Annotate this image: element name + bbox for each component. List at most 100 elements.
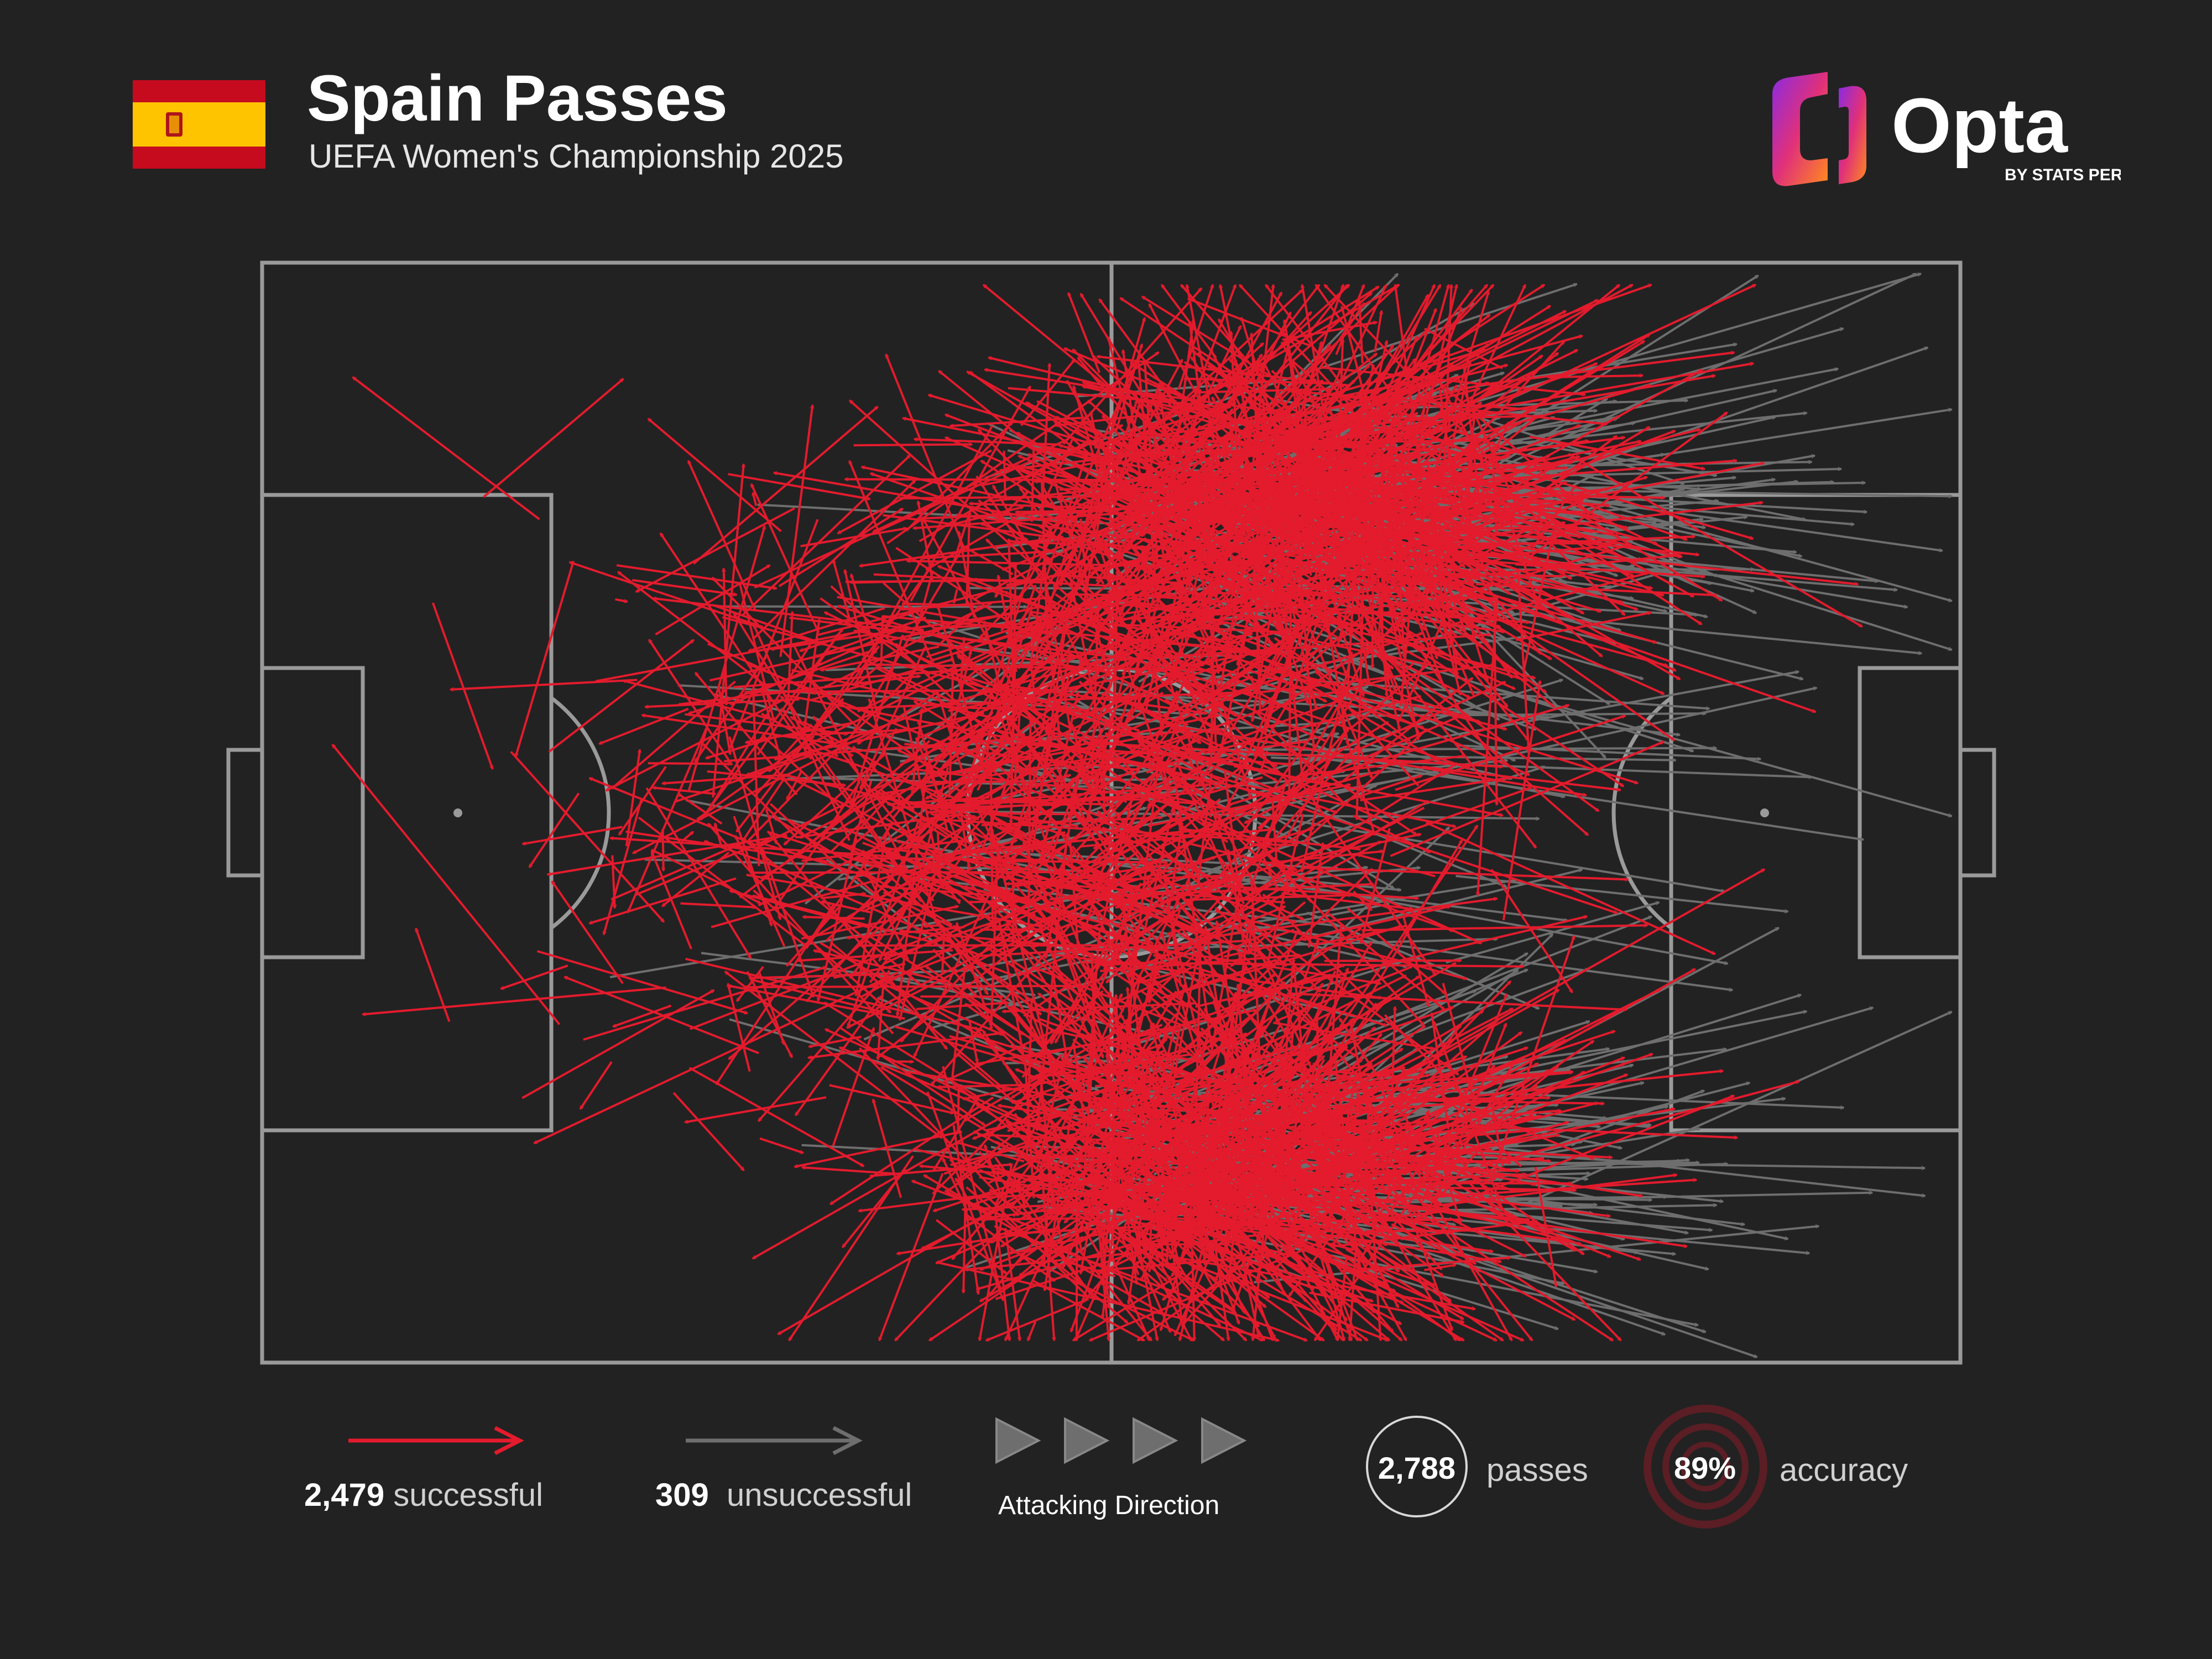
successful-pass xyxy=(759,1137,804,1154)
successful-pass xyxy=(1030,447,1034,522)
successful-pass xyxy=(623,680,769,720)
successful-pass xyxy=(1082,1029,1095,1192)
successful-pass xyxy=(672,1092,745,1171)
successful-pass xyxy=(818,838,858,1001)
successful-pass xyxy=(1357,854,1436,878)
successful-pass xyxy=(1301,867,1629,879)
successful-pass xyxy=(1112,1094,1114,1230)
successful-pass xyxy=(853,445,972,447)
successful-pass xyxy=(618,571,768,687)
successful-pass xyxy=(1432,1021,1503,1208)
successful-pass xyxy=(615,598,627,602)
successful-pass xyxy=(589,777,757,847)
successful-pass xyxy=(604,797,643,935)
successful-pass xyxy=(659,533,812,760)
successful-pass xyxy=(516,561,575,757)
successful-pass xyxy=(653,787,716,795)
successful-pass xyxy=(362,986,666,1015)
successful-pass xyxy=(1270,487,1303,780)
successful-pass xyxy=(450,679,638,690)
successful-pass xyxy=(942,1158,968,1212)
unsuccessful-pass xyxy=(609,898,1081,978)
successful-pass xyxy=(798,949,953,961)
unsuccessful-pass xyxy=(1254,1226,1819,1284)
unsuccessful-pass xyxy=(1455,875,1788,911)
unsuccessful-pass xyxy=(1490,686,1952,816)
unsuccessful-count: 309 xyxy=(655,1477,709,1513)
successful-pass xyxy=(613,1004,672,1028)
pitch-lines xyxy=(226,260,1996,1365)
successful-pass xyxy=(985,538,1066,620)
successful-pass xyxy=(1123,520,1190,583)
successful-pass xyxy=(632,579,737,595)
successful-pass xyxy=(954,589,958,603)
successful-pass xyxy=(860,945,1129,946)
successful-pass xyxy=(510,750,665,922)
unsuccessful-pass xyxy=(1307,755,1864,839)
successful-pass xyxy=(1026,401,1154,469)
unsuccessful-pass xyxy=(1122,783,1377,921)
successful-pass xyxy=(1240,762,1457,902)
unsuccessful-pass xyxy=(1276,399,1717,476)
successful-pass xyxy=(1234,806,1425,905)
successful-pass xyxy=(589,877,737,924)
successful-pass xyxy=(1381,653,1470,699)
successful-pass xyxy=(938,877,1161,1066)
successful-pass xyxy=(528,792,580,867)
successful-pass xyxy=(1480,1081,1799,1168)
successful-pass xyxy=(1272,365,1507,424)
successful-pass xyxy=(645,787,752,958)
successful-pass xyxy=(885,354,967,552)
successful-pass xyxy=(788,1155,914,1340)
successful-pass xyxy=(1302,785,1437,976)
successful-pass xyxy=(749,973,890,978)
accuracy-label: accuracy xyxy=(1780,1452,1908,1488)
successful-pass xyxy=(663,829,664,871)
successful-pass xyxy=(795,1130,963,1167)
unsuccessful-pass xyxy=(1226,688,1817,818)
unsuccessful-pass xyxy=(1456,744,1761,759)
unsuccessful-pass xyxy=(1180,915,1652,1099)
successful-pass xyxy=(1105,917,1169,983)
unsuccessful-pass xyxy=(1280,817,1725,891)
successful-pass xyxy=(1004,1206,1067,1340)
page-title: Spain Passes xyxy=(307,62,728,135)
successful-passes xyxy=(331,283,1863,1342)
successful-pass xyxy=(1412,642,1515,690)
successful-pass xyxy=(685,957,983,1030)
successful-pass xyxy=(728,984,751,1072)
successful-pass xyxy=(1281,728,1350,846)
unsuccessful-label: unsuccessful xyxy=(727,1477,912,1513)
successful-pass xyxy=(967,371,1089,441)
successful-pass xyxy=(1181,840,1381,952)
successful-pass xyxy=(954,800,1147,802)
successful-pass xyxy=(599,708,689,745)
successful-pass xyxy=(809,1035,862,1047)
successful-pass xyxy=(1400,523,1565,577)
attacking-direction-label: Attacking Direction xyxy=(998,1491,1220,1520)
successful-pass xyxy=(929,1235,1083,1342)
unsuccessful-pass xyxy=(1314,869,1583,938)
successful-pass xyxy=(1020,359,1076,426)
successful-pass xyxy=(685,1096,827,1122)
unsuccessful-pass xyxy=(1172,766,1545,883)
successful-pass xyxy=(616,564,776,588)
unsuccessful-pass xyxy=(1232,922,1733,990)
successful-pass xyxy=(1364,625,1537,848)
successful-pass xyxy=(1044,692,1078,844)
successful-pass xyxy=(1262,893,1379,1011)
successful-pass xyxy=(1323,705,1569,778)
successful-pass xyxy=(994,1209,1010,1340)
successful-pass xyxy=(483,378,624,498)
unsuccessful-pass xyxy=(1480,1160,1689,1172)
successful-pass xyxy=(1201,582,1355,707)
successful-pass xyxy=(523,826,623,844)
successful-pass xyxy=(1475,583,1717,595)
successful-pass xyxy=(986,1297,1089,1342)
successful-pass xyxy=(1108,337,1145,490)
successful-pass xyxy=(1026,1321,1037,1341)
successful-pass xyxy=(779,405,812,657)
accuracy-value: 89% xyxy=(1673,1451,1736,1485)
page-subtitle: UEFA Women's Championship 2025 xyxy=(309,138,844,175)
successful-pass xyxy=(1133,754,1249,787)
